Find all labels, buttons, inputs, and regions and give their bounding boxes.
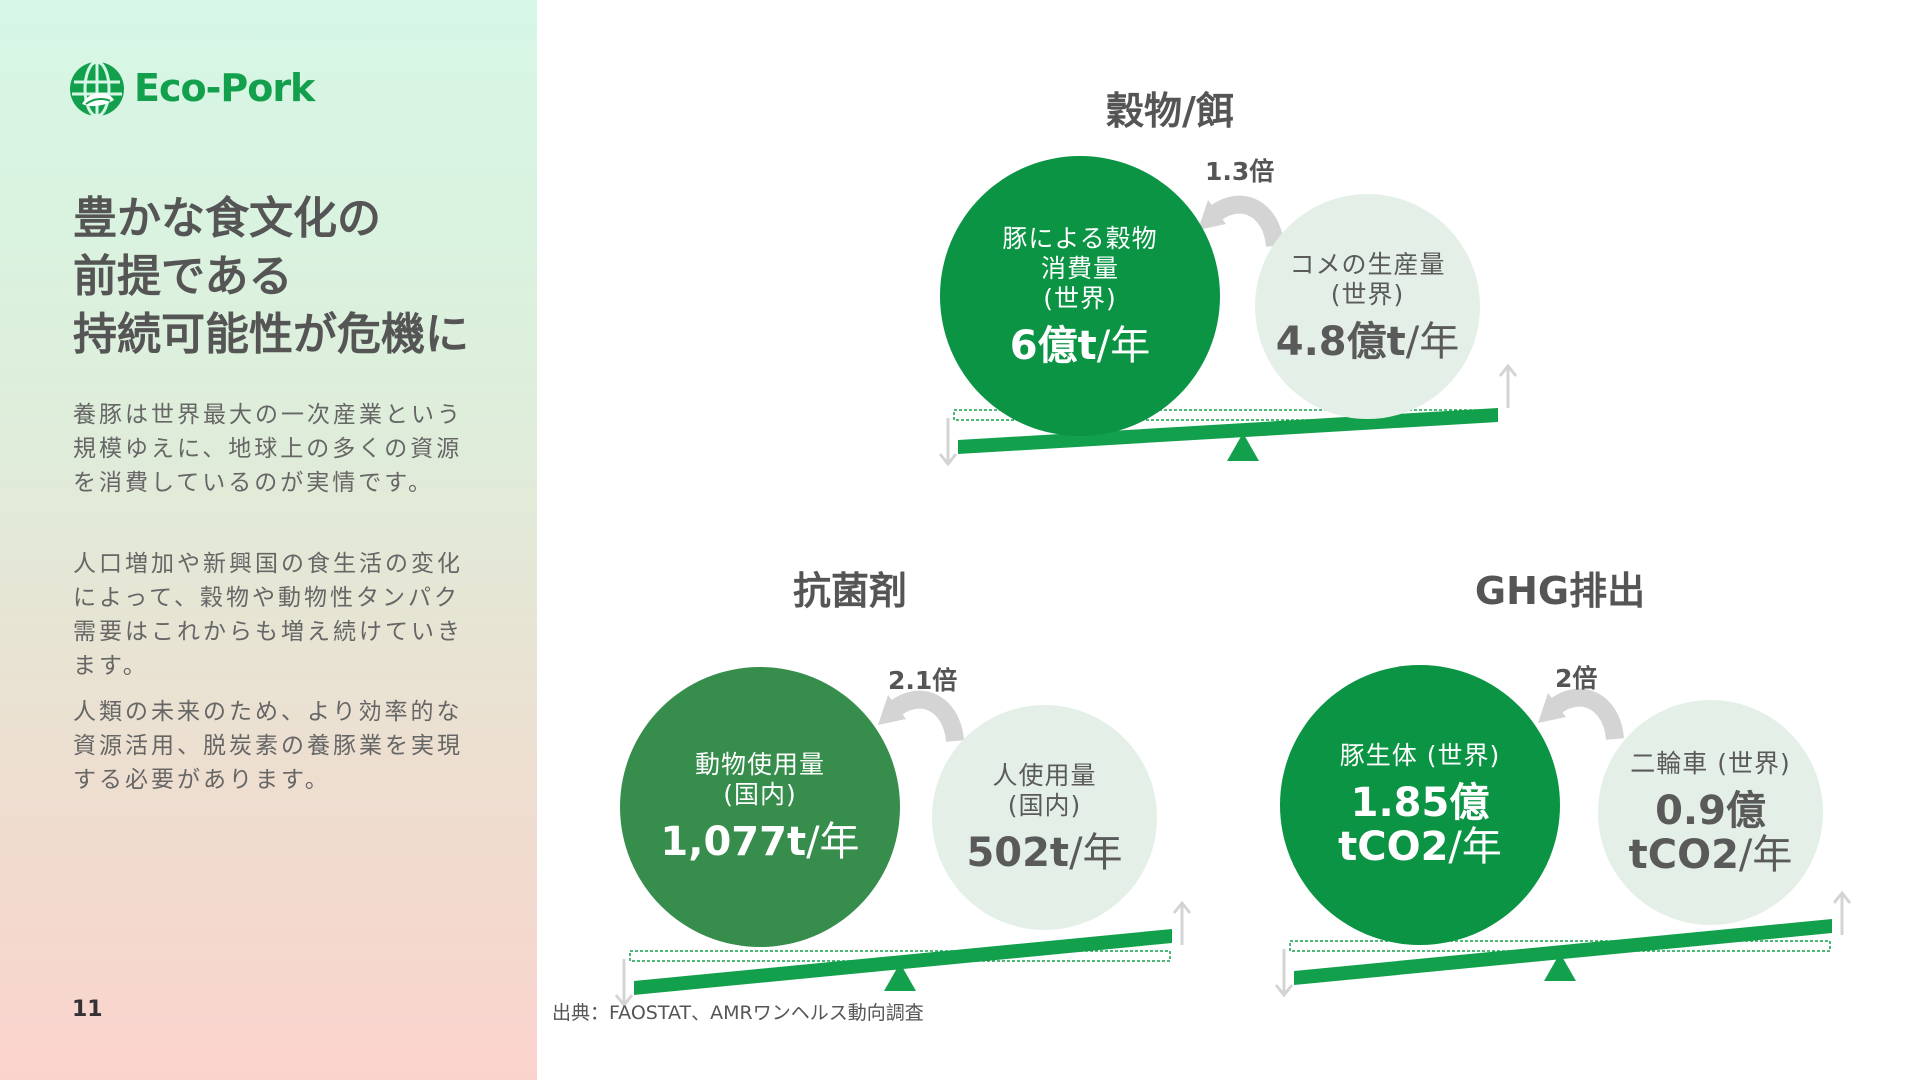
body-paragraph: 養豚は世界最大の一次産業という規模ゆえに、地球上の多くの資源を消費しているのが実… bbox=[73, 402, 463, 496]
circle-label: (国内) bbox=[723, 780, 797, 809]
circle-label: 動物使用量 bbox=[694, 750, 825, 779]
ratio-label: 2倍 bbox=[1555, 664, 1598, 693]
panel-title: 穀物/餌 bbox=[1106, 89, 1234, 133]
circle-label: 人使用量 bbox=[992, 760, 1097, 790]
circle-label: 消費量 bbox=[1040, 254, 1119, 283]
source-citation: 出典：FAOSTAT、AMRワンヘルス動向調査 bbox=[552, 1002, 924, 1024]
ratio-label: 1.3倍 bbox=[1205, 157, 1275, 186]
fulcrum-triangle bbox=[1544, 953, 1576, 981]
circle-value: 4.8億t/年 bbox=[1275, 318, 1460, 365]
sidebar: Eco-Pork 豊かな食文化の 前提である 持続可能性が危機に 養豚は世界最大… bbox=[0, 0, 537, 1080]
circle-label: 豚生体 (世界) bbox=[1339, 741, 1501, 770]
circle-value: 1,077t/年 bbox=[660, 819, 860, 865]
curved-arrow-icon bbox=[1546, 688, 1624, 741]
circle-label: (国内) bbox=[1007, 790, 1082, 820]
down-arrow-icon bbox=[1274, 949, 1294, 998]
seesaw-beam bbox=[634, 929, 1172, 995]
seesaw-graphic bbox=[938, 195, 1518, 467]
circle-label: (世界) bbox=[1330, 279, 1405, 309]
down-arrow-icon bbox=[614, 959, 634, 1008]
comparison-panel-ghg: GHG排出 2倍 豚生体 (世界) 1.85億 tCO2/年 二輪車 (世界) … bbox=[1274, 555, 1852, 1015]
fulcrum-triangle bbox=[884, 963, 916, 991]
circle-value: 502t/年 bbox=[966, 829, 1123, 876]
seesaw-beam bbox=[958, 408, 1498, 454]
fulcrum-triangle bbox=[1227, 433, 1259, 461]
curved-arrow-head-icon bbox=[878, 695, 906, 725]
circle-value: 6億t/年 bbox=[1009, 323, 1151, 369]
brand-name: Eco-Pork bbox=[134, 66, 315, 110]
seesaw-beam bbox=[1294, 919, 1832, 985]
comparison-value-circle: 人使用量 (国内) 502t/年 bbox=[932, 705, 1157, 930]
comparison-panel-grain: 穀物/餌 1.3倍 豚による穀物 消費量 (世界) 6億t/年 コメの生産量 (… bbox=[938, 70, 1518, 530]
panel-title: GHG排出 bbox=[1474, 569, 1646, 613]
primary-value-circle: 動物使用量 (国内) 1,077t/年 bbox=[620, 667, 900, 947]
up-arrow-icon bbox=[1172, 900, 1192, 945]
body-paragraph: 人口増加や新興国の食生活の変化によって、穀物や動物性タンパク需要はこれからも増え… bbox=[73, 551, 463, 679]
panel-title: 抗菌剤 bbox=[792, 569, 907, 613]
curved-arrow-icon bbox=[1206, 195, 1284, 248]
primary-value-circle: 豚による穀物 消費量 (世界) 6億t/年 bbox=[940, 156, 1220, 436]
up-arrow-icon bbox=[1832, 890, 1852, 935]
circle-label: (世界) bbox=[1043, 284, 1117, 313]
primary-value-circle: 豚生体 (世界) 1.85億 tCO2/年 bbox=[1280, 665, 1560, 945]
circle-label: コメの生産量 bbox=[1289, 249, 1446, 279]
curved-arrow-head-icon bbox=[1538, 693, 1566, 723]
seesaw-graphic bbox=[1274, 688, 1852, 998]
ratio-label: 2.1倍 bbox=[888, 666, 958, 695]
circle-label: 二輪車 (世界) bbox=[1630, 748, 1791, 778]
circle-label: 豚による穀物 bbox=[1002, 224, 1158, 253]
body-paragraph: 人類の未来のため、より効率的な資源活用、脱炭素の養豚業を実現する必要があります。 bbox=[73, 699, 463, 793]
globe-leaf-icon bbox=[70, 60, 124, 118]
down-arrow-icon bbox=[938, 418, 958, 467]
curved-arrow-icon bbox=[886, 690, 964, 743]
headline-line: 前提である bbox=[73, 251, 293, 302]
comparison-value-circle: コメの生産量 (世界) 4.8億t/年 bbox=[1255, 194, 1480, 419]
circle-value: 0.9億 tCO2/年 bbox=[1628, 787, 1793, 878]
page-number: 11 bbox=[72, 997, 103, 1022]
up-arrow-icon bbox=[1498, 363, 1518, 408]
headline-line: 持続可能性が危機に bbox=[73, 309, 469, 360]
comparison-panel-antibiotics: 抗菌剤 2.1倍 動物使用量 (国内) 1,077t/年 人使用量 (国内) 5… bbox=[614, 555, 1192, 1015]
brand-logo[interactable]: Eco-Pork bbox=[68, 60, 368, 120]
curved-arrow-head-icon bbox=[1198, 200, 1226, 230]
circle-value: 1.85億 tCO2/年 bbox=[1338, 780, 1502, 870]
page-headline: 豊かな食文化の 前提である 持続可能性が危機に bbox=[73, 190, 523, 364]
seesaw-graphic bbox=[614, 690, 1192, 1008]
comparison-value-circle: 二輪車 (世界) 0.9億 tCO2/年 bbox=[1598, 700, 1823, 925]
headline-line: 豊かな食文化の bbox=[73, 193, 381, 244]
